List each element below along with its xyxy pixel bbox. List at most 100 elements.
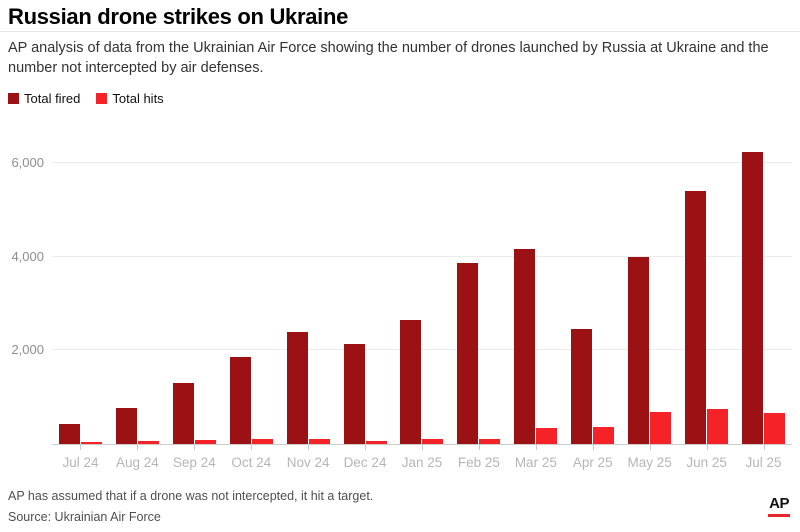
bar-group xyxy=(735,140,792,444)
bar-total-fired xyxy=(58,424,80,444)
x-tick xyxy=(649,445,651,450)
x-tick-label: Dec 24 xyxy=(343,455,387,470)
bar-total-hits xyxy=(764,413,786,444)
bar-group xyxy=(280,140,337,444)
x-cell: Nov 24 xyxy=(280,445,337,470)
x-tick xyxy=(706,445,708,450)
x-tick-label: Feb 25 xyxy=(457,455,500,470)
plot: 2,000 4,000 6,000 xyxy=(11,140,792,445)
bar-group xyxy=(564,140,621,444)
bar-total-fired xyxy=(514,249,536,444)
legend-item: Total hits xyxy=(96,91,164,106)
title-divider xyxy=(0,31,800,32)
bar-total-fired xyxy=(172,383,194,444)
source-credit: Source: Ukrainian Air Force xyxy=(8,510,161,524)
legend-label: Total hits xyxy=(112,91,164,106)
x-tick xyxy=(763,445,765,450)
gridline: 6,000 xyxy=(11,155,792,170)
x-cell: Sep 24 xyxy=(166,445,223,470)
x-axis: Jul 24 Aug 24 Sep 24 Oct 24 Nov 24 Dec 24 Jan … xyxy=(52,445,792,470)
bar-group xyxy=(678,140,735,444)
ap-logo: AP xyxy=(768,495,790,517)
x-tick-label: Oct 24 xyxy=(231,455,272,470)
x-tick xyxy=(308,445,310,450)
legend-swatch xyxy=(96,93,108,104)
x-tick xyxy=(251,445,253,450)
x-cell: Jul 25 xyxy=(735,445,792,470)
bar-total-hits xyxy=(194,440,216,444)
bar-total-fired xyxy=(628,257,650,444)
x-cell: Dec 24 xyxy=(337,445,394,470)
x-cell: Jul 24 xyxy=(52,445,109,470)
bar-group xyxy=(394,140,451,444)
gridline: 2,000 xyxy=(11,342,792,357)
x-tick xyxy=(137,445,139,450)
x-tick xyxy=(194,445,196,450)
x-tick xyxy=(421,445,423,450)
bar-total-hits xyxy=(650,412,672,444)
x-tick-label: Jan 25 xyxy=(401,455,443,470)
bar-total-hits xyxy=(80,442,102,444)
page-title: Russian drone strikes on Ukraine xyxy=(8,4,349,29)
bar-total-hits xyxy=(365,441,387,444)
x-tick xyxy=(80,445,82,450)
x-tick xyxy=(478,445,480,450)
bar-group xyxy=(450,140,507,444)
footnote: AP has assumed that if a drone was not i… xyxy=(8,489,374,503)
bar-group xyxy=(223,140,280,444)
bar-total-fired xyxy=(742,152,764,444)
y-tick-label: 4,000 xyxy=(11,248,44,264)
bar-total-hits xyxy=(536,428,558,444)
x-cell: May 25 xyxy=(621,445,678,470)
bar-group xyxy=(621,140,678,444)
x-tick-label: Jun 25 xyxy=(686,455,727,470)
x-tick-label: May 25 xyxy=(627,455,672,470)
x-tick-label: Apr 25 xyxy=(572,455,613,470)
legend-swatch xyxy=(8,93,19,104)
legend-item: Total fired xyxy=(8,91,80,106)
bar-total-fired xyxy=(571,329,593,444)
x-tick-label: Jul 24 xyxy=(62,455,99,470)
x-cell: Oct 24 xyxy=(223,445,280,470)
bar-group xyxy=(507,140,564,444)
bar-group xyxy=(337,140,394,444)
bar-group xyxy=(166,140,223,444)
legend: Total fired Total hits xyxy=(8,91,164,106)
x-tick-label: Aug 24 xyxy=(115,455,159,470)
y-tick-label: 2,000 xyxy=(11,342,44,358)
bars-layer xyxy=(52,140,792,444)
x-tick xyxy=(535,445,537,450)
x-tick xyxy=(592,445,594,450)
legend-label: Total fired xyxy=(24,91,81,106)
x-cell: Jan 25 xyxy=(394,445,451,470)
x-cell: Mar 25 xyxy=(507,445,564,470)
bar-total-fired xyxy=(286,332,308,444)
gridline: 4,000 xyxy=(11,249,792,264)
bar-total-hits xyxy=(137,441,159,444)
x-cell: Apr 25 xyxy=(564,445,621,470)
x-tick xyxy=(365,445,367,450)
bar-total-fired xyxy=(229,357,251,444)
bar-group xyxy=(109,140,166,444)
bar-total-hits xyxy=(422,439,444,444)
bar-total-hits xyxy=(593,427,615,444)
x-cell: Aug 24 xyxy=(109,445,166,470)
bar-total-hits xyxy=(251,439,273,444)
y-tick-label: 6,000 xyxy=(11,155,44,171)
bar-total-fired xyxy=(115,408,137,444)
x-cell: Feb 25 xyxy=(450,445,507,470)
bar-total-hits xyxy=(707,409,729,444)
x-tick-label: Sep 24 xyxy=(172,455,216,470)
subtitle: AP analysis of data from the Ukrainian A… xyxy=(8,40,769,76)
bar-total-hits xyxy=(308,439,330,444)
bar-total-fired xyxy=(343,344,365,444)
x-tick-label: Nov 24 xyxy=(286,455,330,470)
bar-group xyxy=(52,140,109,444)
chart: 2,000 4,000 6,000 xyxy=(11,140,792,445)
x-tick-label: Jul 25 xyxy=(745,455,782,470)
bar-total-fired xyxy=(685,191,707,444)
bar-total-fired xyxy=(400,320,422,444)
x-cell: Jun 25 xyxy=(678,445,735,470)
bar-total-hits xyxy=(479,439,501,444)
